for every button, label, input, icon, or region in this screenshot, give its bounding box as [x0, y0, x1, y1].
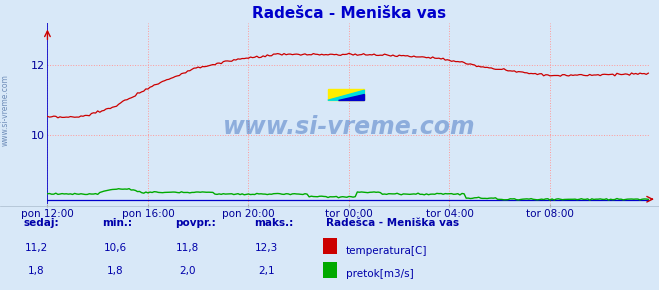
Text: pretok[m3/s]: pretok[m3/s] [346, 269, 414, 279]
Text: maks.:: maks.: [254, 218, 293, 228]
Text: 1,8: 1,8 [28, 266, 45, 276]
Polygon shape [328, 90, 364, 100]
Text: 2,0: 2,0 [179, 266, 196, 276]
Title: Radešca - Meniška vas: Radešca - Meniška vas [252, 6, 446, 21]
FancyBboxPatch shape [328, 89, 364, 100]
Text: Radešca - Meniška vas: Radešca - Meniška vas [326, 218, 459, 228]
Text: povpr.:: povpr.: [175, 218, 215, 228]
Text: 10,6: 10,6 [103, 243, 127, 253]
Polygon shape [338, 94, 364, 100]
Text: sedaj:: sedaj: [23, 218, 59, 228]
Text: www.si-vreme.com: www.si-vreme.com [1, 74, 10, 146]
Text: 11,8: 11,8 [176, 243, 200, 253]
Text: temperatura[C]: temperatura[C] [346, 246, 428, 256]
Text: 11,2: 11,2 [24, 243, 48, 253]
Text: www.si-vreme.com: www.si-vreme.com [223, 115, 475, 139]
Text: 12,3: 12,3 [255, 243, 279, 253]
Text: 1,8: 1,8 [107, 266, 124, 276]
Text: 2,1: 2,1 [258, 266, 275, 276]
Text: min.:: min.: [102, 218, 132, 228]
